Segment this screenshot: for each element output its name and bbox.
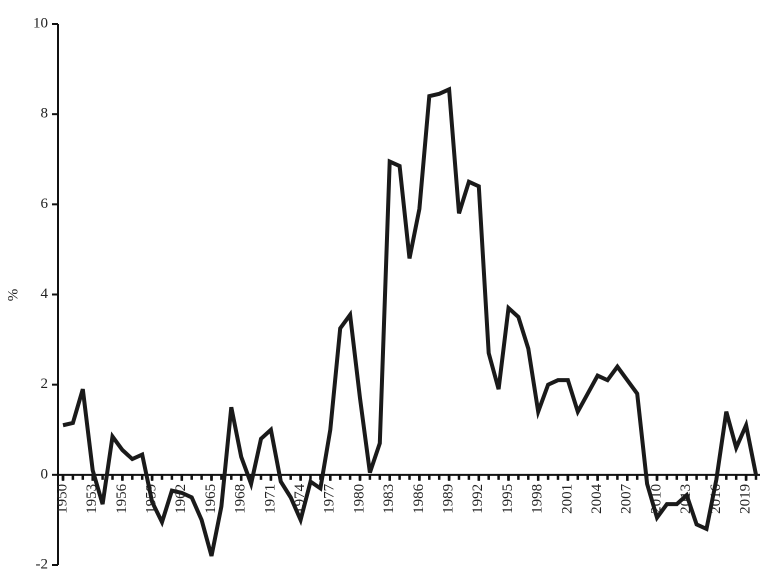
y-tick-label: 0 xyxy=(41,466,49,482)
x-tick-label: 1995 xyxy=(500,484,516,514)
y-tick-label: -2 xyxy=(36,556,49,572)
y-tick-label: 8 xyxy=(41,106,49,122)
x-tick-label: 1977 xyxy=(322,483,338,514)
y-tick-label: 2 xyxy=(41,376,49,392)
x-tick-label: 1971 xyxy=(262,484,278,514)
x-tick-label: 1983 xyxy=(381,484,397,514)
x-tick-label: 1968 xyxy=(233,484,249,514)
x-tick-label: 1980 xyxy=(351,484,367,514)
x-tick-label: 1965 xyxy=(203,484,219,514)
series-line xyxy=(62,86,758,557)
y-axis-label: % xyxy=(5,289,21,302)
x-tick-label: 2004 xyxy=(589,483,605,514)
x-tick-label: 2007 xyxy=(619,483,635,514)
y-tick-label: 4 xyxy=(41,286,49,302)
x-tick-label: 2001 xyxy=(559,484,575,514)
x-tick-label: 1956 xyxy=(114,483,130,513)
x-tick-label: 1998 xyxy=(530,484,546,514)
x-tick-label: 1962 xyxy=(173,484,189,514)
y-tick-label: 10 xyxy=(33,15,48,31)
x-tick-label: 1950 xyxy=(54,484,70,514)
x-tick-label: 1953 xyxy=(84,484,100,514)
x-tick-label: 1989 xyxy=(441,484,457,514)
x-tick-label: 1986 xyxy=(411,483,427,514)
x-tick-label: 2019 xyxy=(738,484,754,514)
y-tick-label: 6 xyxy=(41,196,49,212)
x-tick-label: 1992 xyxy=(470,484,486,514)
